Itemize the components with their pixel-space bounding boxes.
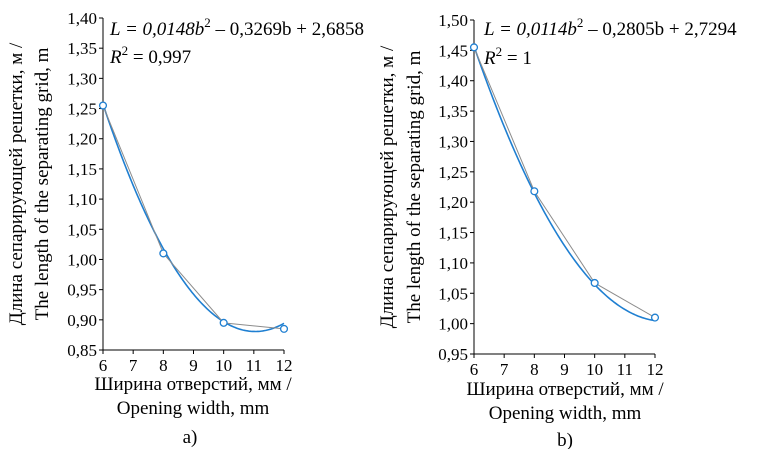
x-tick-label: 12	[276, 356, 293, 375]
y-tick-label: 1,30	[67, 69, 97, 88]
trendline-curve	[473, 45, 656, 322]
x-tick-label: 7	[500, 360, 509, 379]
x-tick-label: 7	[129, 356, 138, 375]
y-tick-label: 1,10	[438, 254, 468, 273]
r-squared-superscript: 2	[496, 44, 503, 59]
x-tick-label: 6	[470, 360, 479, 379]
y-tick-label: 1,15	[67, 160, 97, 179]
y-tick-label: 1,35	[67, 39, 97, 58]
y-tick-label: 1,40	[438, 72, 468, 91]
series-line	[473, 47, 656, 318]
x-tick-label: 10	[215, 356, 232, 375]
x-axis-label-line: Opening width, mm	[489, 403, 642, 424]
r-squared: R2 = 0,997	[109, 43, 191, 68]
y-tick-label: 1,00	[67, 250, 97, 269]
x-tick-label: 10	[586, 360, 603, 379]
data-point	[159, 249, 168, 258]
fit-equation: L = 0,0148b2 – 0,3269b + 2,6858	[109, 15, 364, 40]
data-point	[469, 43, 479, 52]
data-point	[590, 278, 599, 287]
r-squared: R2 = 1	[483, 44, 532, 69]
y-tick-label: 1,35	[438, 102, 468, 121]
fit-equation-tail: – 0,3269b + 2,6858	[211, 19, 364, 40]
y-tick-label: 1,10	[67, 190, 97, 209]
y-axis-label-line: The length of the separating grid, m	[404, 50, 425, 323]
fit-equation-base: L = 0,0114b	[483, 19, 577, 40]
x-axis-label-line: Opening width, mm	[117, 398, 270, 419]
fit-equation-superscript: 2	[577, 15, 584, 30]
x-tick-label: 9	[189, 356, 198, 375]
panel-label: a)	[183, 427, 198, 448]
chart-panel-b: 0,95 1,00 1,05 1,10 1,15 1,20 1,25 1,30 1,35 1,40…	[377, 11, 737, 451]
fit-equation-superscript: 2	[204, 15, 211, 30]
r-squared-base: R	[483, 48, 496, 69]
y-tick-label: 1,50	[438, 11, 468, 30]
y-tick-label: 1,20	[438, 193, 468, 212]
y-tick-label: 1,05	[438, 284, 468, 303]
data-point	[98, 101, 108, 110]
panel-label: b)	[557, 430, 573, 449]
x-axis-label-line: Ширина отверстий, мм /	[94, 374, 292, 395]
data-point	[530, 187, 539, 196]
y-tick-label: 1,45	[438, 41, 468, 60]
fit-equation-base: L = 0,0148b	[109, 19, 204, 40]
x-tick-label: 12	[647, 360, 664, 379]
series-line	[102, 105, 285, 330]
x-tick-label: 8	[159, 356, 168, 375]
fit-equation: L = 0,0114b2 – 0,2805b + 2,7294	[483, 15, 737, 40]
y-tick-label: 0,90	[67, 311, 97, 330]
data-point	[219, 318, 228, 327]
x-tick-label: 8	[530, 360, 539, 379]
x-tick-label: 6	[99, 356, 108, 375]
y-tick-label: 0,85	[67, 341, 97, 360]
y-axis-label-line: Длина сепарирующей решетки, м /	[6, 42, 27, 325]
y-tick-label: 1,05	[67, 220, 97, 239]
r-squared-base: R	[109, 47, 122, 68]
y-tick-label: 1,40	[67, 9, 97, 28]
y-tick-label: 1,15	[438, 224, 468, 243]
x-tick-label: 9	[560, 360, 569, 379]
y-tick-label: 1,25	[438, 163, 468, 182]
y-tick-label: 0,95	[67, 281, 97, 300]
x-axis-label-line: Ширина отверстий, мм /	[466, 379, 664, 400]
data-point	[650, 313, 660, 322]
x-tick-label: 11	[246, 356, 262, 375]
fit-equation-tail: – 0,2805b + 2,7294	[583, 19, 737, 40]
trendline-curve	[102, 103, 285, 333]
chart-panel-a: 0,85 0,90 0,95 1,00 1,05 1,10 1,15 1,20 1,25 1,30…	[6, 9, 364, 448]
r-squared-tail: = 1	[502, 48, 532, 69]
y-axis-label-line: Длина сепарирующей решетки, м /	[377, 45, 398, 328]
y-tick-label: 1,25	[67, 100, 97, 119]
x-tick-label: 11	[617, 360, 633, 379]
r-squared-superscript: 2	[122, 43, 129, 58]
r-squared-tail: = 0,997	[128, 47, 191, 68]
y-tick-label: 1,00	[438, 315, 468, 334]
data-point	[279, 324, 289, 333]
y-axis-label-line: The length of the separating grid, m	[32, 47, 53, 320]
y-tick-label: 1,20	[67, 130, 97, 149]
y-tick-label: 1,30	[438, 132, 468, 151]
y-tick-label: 0,95	[438, 345, 468, 364]
